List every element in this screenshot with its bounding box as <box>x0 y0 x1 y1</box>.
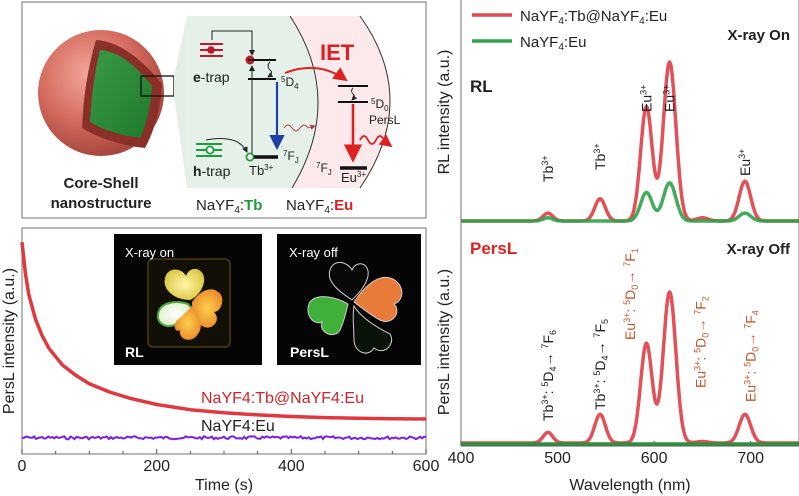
decay-line-eu <box>21 435 427 441</box>
persl-title: X-ray Off <box>727 241 791 258</box>
inset-xray-on-title: X-ray on <box>125 245 174 260</box>
persl-transition-annotation: Tb3+: 5D4→ 7F6 <box>540 330 558 421</box>
persl-wave-arrow <box>378 134 393 148</box>
persl-y-label: PersL intensity (a.u.) <box>436 269 453 415</box>
clover-leaf <box>328 262 369 301</box>
core-shell-sphere-icon <box>38 30 175 156</box>
rl-legend: NaYF4:Tb@NaYF4:Eu NaYF4:Eu <box>472 8 667 53</box>
rl-spectrum-chart: NaYF4:Tb@NaYF4:Eu NaYF4:Eu X-ray On RL R… <box>436 0 799 223</box>
schematic-panel: Core-Shell nanostructure e-trap h-trap <box>21 1 427 219</box>
persl-panel-label: PersL <box>470 239 517 258</box>
tb-ion-label: Tb3+ <box>249 163 274 178</box>
persl-x-tick-label: 600 <box>641 450 668 467</box>
rl-peak-annotation: Tb3+ <box>592 143 608 170</box>
shell-boundary <box>359 15 391 189</box>
clover-leaf <box>307 296 349 335</box>
nonradiative-wave <box>283 124 309 132</box>
clover-leaf <box>353 276 403 322</box>
rl-peak-annotation: Eu3+ <box>638 85 654 112</box>
decay-x-label: Time (s) <box>195 477 253 494</box>
decay-line-core-shell <box>20 242 427 421</box>
rl-peak-annotation: Tb3+ <box>540 155 556 182</box>
eu-5d0-label: 5D0 <box>371 97 389 113</box>
inset-rl-label: RL <box>125 344 144 360</box>
decay-x-tick-label: 0 <box>18 458 27 475</box>
inset-xray-off-title: X-ray off <box>289 245 338 260</box>
host-tb-label: NaYF4:Tb <box>196 197 262 216</box>
nanostructure-label: nanostructure <box>51 195 152 212</box>
e-trap-release-arrow <box>211 30 255 56</box>
inset-persl-label: PersL <box>290 344 329 360</box>
rl-y-label: RL intensity (a.u.) <box>436 50 453 175</box>
core-boundary <box>289 15 319 189</box>
decay-series-1-label: NaYF4:Tb@NaYF4:Eu <box>201 390 364 407</box>
eu-ion-label: Eu3+ <box>341 170 366 185</box>
iet-label: IET <box>320 40 355 65</box>
rl-line-eu <box>460 181 799 223</box>
e-trap-icon <box>200 43 223 57</box>
decay-x-tick-label: 400 <box>278 458 305 475</box>
clover-leaf <box>174 306 201 340</box>
clover-leaf <box>164 268 205 300</box>
clover-leaf <box>352 304 392 354</box>
zoom-wedge <box>174 16 187 188</box>
inset-xray-off: X-ray off PersL <box>277 234 421 365</box>
e-trap-label: e-trap <box>193 69 230 85</box>
persl-transition-annotation: Eu3+: 5D0→ 7F2 <box>692 296 710 388</box>
inset-xray-on: X-ray on RL <box>114 234 262 365</box>
persl-transition-annotation: Tb3+: 5D4→ 7F5 <box>592 319 610 410</box>
persl-transition-annotation: Eu3+: 5D0→ 7F1 <box>622 248 640 340</box>
eu-7fj-label: 7FJ <box>316 161 332 177</box>
persl-x-tick-label: 700 <box>737 450 764 467</box>
h-trap-icon <box>196 143 222 157</box>
tb-5d4-label: 5D4 <box>281 75 299 91</box>
persl-x-tick-label: 400 <box>448 450 475 467</box>
h-trap-label: h-trap <box>193 163 231 179</box>
rl-title: X-ray On <box>727 27 790 44</box>
rl-peak-annotation: Eu3+ <box>662 85 678 112</box>
tb-7fj-label: 7FJ <box>283 149 299 165</box>
nonradiative-arrow <box>307 124 316 130</box>
hole-icon <box>245 152 255 162</box>
decay-x-tick-label: 200 <box>143 458 170 475</box>
decay-y-label: PersL intensity (a.u.) <box>1 268 18 414</box>
rl-panel-label: RL <box>470 77 493 96</box>
rl-line-core-shell <box>460 60 799 223</box>
eu-relax-arrow <box>351 87 358 101</box>
persl-schematic-label: PersL <box>369 113 401 127</box>
decay-series-2-label: NaYF4:Eu <box>201 418 275 435</box>
tb-relax-arrow <box>267 61 274 78</box>
persl-x-tick-label: 500 <box>544 450 571 467</box>
iet-arrow <box>284 66 348 82</box>
persl-transition-annotation: Eu3+: 5D0→ 7F4 <box>743 310 761 402</box>
h-trap-arrow <box>205 138 248 153</box>
legend-label-eu: NaYF4:Eu <box>520 34 586 53</box>
decay-chart: 0 200 400 600 PersL intensity (a.u.) Time (… <box>1 227 440 494</box>
legend-label-core-shell: NaYF4:Tb@NaYF4:Eu <box>520 8 667 27</box>
core-shell-label: Core-Shell <box>63 175 138 192</box>
host-eu-label: NaYF4:Eu <box>286 197 353 216</box>
clover-leaf <box>192 289 223 328</box>
rl-peak-annotation: Eu3+ <box>737 149 753 176</box>
decay-x-tick-label: 600 <box>413 458 440 475</box>
persl-x-label: Wavelength (nm) <box>569 477 690 494</box>
persl-spectrum-chart: 400 500 600 700 PersL X-ray Off PersL inten… <box>436 223 799 494</box>
